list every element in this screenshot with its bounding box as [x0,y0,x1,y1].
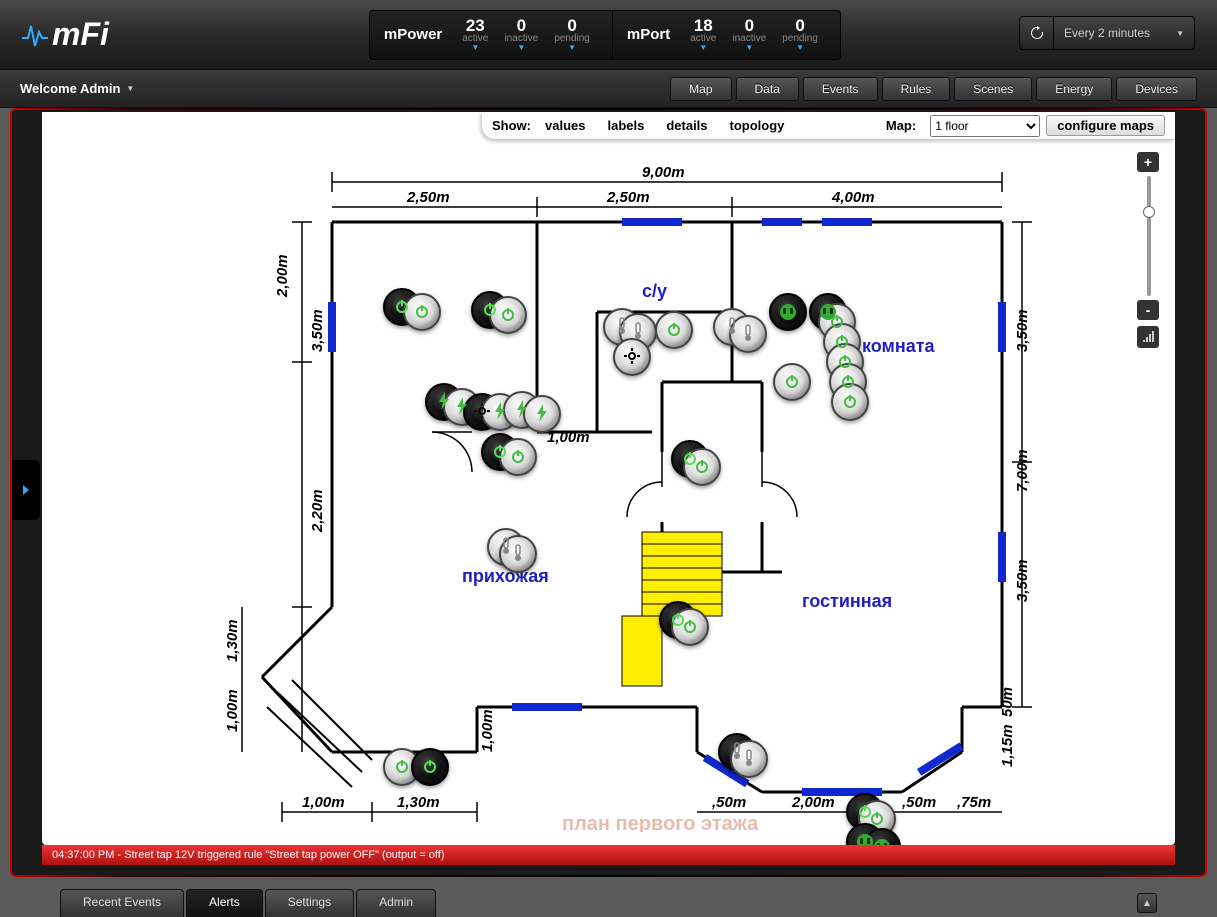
triangle-right-icon [23,485,29,495]
chevron-down-icon: ▼ [1176,29,1184,38]
logo-pulse-icon [20,20,50,50]
alert-bar[interactable]: 04:37:00 PM - Street tap 12V triggered r… [42,845,1175,865]
svg-text:,50m: ,50m [901,794,936,811]
nav-devices[interactable]: Devices [1116,77,1197,101]
map-label: Map: [886,118,916,133]
bottom-tabs: Recent Events Alerts Settings Admin [60,889,438,917]
svg-text:50m: 50m [999,687,1016,717]
logo-text: mFi [52,16,109,53]
nav-buttons: Map Data Events Rules Scenes Energy Devi… [670,77,1197,101]
svg-text:с/у: с/у [642,281,667,301]
tab-recent-events[interactable]: Recent Events [60,889,184,917]
refresh-button[interactable] [1020,17,1054,49]
nav-bar: Welcome Admin ▼ Map Data Events Rules Sc… [0,70,1217,108]
zoom-control: + - [1137,152,1161,348]
svg-text:3,50m: 3,50m [1014,309,1031,352]
zoom-slider[interactable] [1147,176,1151,296]
stat-mport-active[interactable]: 18 active ▼ [690,17,716,52]
floor-plan: 9,00m 2,50m 2,50m 4,00m [202,152,1032,832]
chevron-down-icon: ▼ [699,44,707,52]
show-labels[interactable]: labels [607,118,644,133]
device-icon[interactable] [613,338,651,376]
svg-text:план первого этажа: план первого этажа [562,813,759,832]
svg-text:2,20m: 2,20m [309,489,326,533]
svg-text:3,50m: 3,50m [309,309,326,352]
main-frame: Show: values labels details topology Map… [12,110,1205,875]
stat-group-mpower: mPower 23 active ▼ 0 inactive ▼ 0 pendin… [370,11,613,59]
show-label: Show: [492,118,531,133]
svg-text:1,00m: 1,00m [479,709,496,752]
chevron-down-icon: ▼ [126,84,134,93]
tab-alerts[interactable]: Alerts [186,889,263,917]
tab-admin[interactable]: Admin [356,889,436,917]
device-icon[interactable] [655,311,693,349]
welcome-menu[interactable]: Welcome Admin ▼ [20,81,134,96]
top-bar: mFi mPower 23 active ▼ 0 inactive ▼ 0 pe… [0,0,1217,70]
configure-maps-button[interactable]: configure maps [1046,115,1165,136]
nav-energy[interactable]: Energy [1036,77,1112,101]
map-select[interactable]: 1 floor [930,115,1040,137]
tab-settings[interactable]: Settings [265,889,354,917]
chevron-down-icon: ▼ [517,44,525,52]
nav-events[interactable]: Events [803,77,878,101]
signal-icon [1142,331,1154,343]
svg-text:1,00m: 1,00m [302,794,345,811]
zoom-out-button[interactable]: - [1137,300,1159,320]
stat-mport-pending[interactable]: 0 pending ▼ [782,17,818,52]
svg-text:гостинная: гостинная [802,591,892,611]
stat-mpower-active[interactable]: 23 active ▼ [462,17,488,52]
svg-text:2,00m: 2,00m [274,254,291,298]
chevron-down-icon: ▼ [745,44,753,52]
alert-text: 04:37:00 PM - Street tap 12V triggered r… [52,849,445,861]
map-toolbar: Show: values labels details topology Map… [482,112,1175,140]
svg-text:2,50m: 2,50m [606,189,650,206]
svg-text:9,00m: 9,00m [642,164,685,181]
map-canvas[interactable]: Show: values labels details topology Map… [42,112,1175,845]
svg-text:7,00m: 7,00m [1014,449,1031,492]
chevron-down-icon: ▼ [471,44,479,52]
svg-text:1,15m: 1,15m [999,724,1016,767]
refresh-interval-select[interactable]: Every 2 minutes ▼ [1054,17,1194,49]
svg-text:1,00m: 1,00m [224,689,241,732]
device-icon[interactable] [769,293,807,331]
show-values[interactable]: values [545,118,585,133]
side-expand-tab[interactable] [12,460,40,520]
device-icon[interactable] [773,363,811,401]
stat-mpower-inactive[interactable]: 0 inactive ▼ [504,17,538,52]
stat-groups: mPower 23 active ▼ 0 inactive ▼ 0 pendin… [369,10,841,60]
stat-group-title: mPower [384,26,442,43]
nav-map[interactable]: Map [670,77,731,101]
stat-mport-inactive[interactable]: 0 inactive ▼ [732,17,766,52]
nav-scenes[interactable]: Scenes [954,77,1032,101]
show-topology[interactable]: topology [730,118,785,133]
device-icon[interactable] [411,748,449,786]
bottom-expand-button[interactable]: ▲ [1137,893,1157,913]
refresh-icon [1030,26,1044,40]
stat-group-title: mPort [627,26,670,43]
nav-data[interactable]: Data [736,77,799,101]
svg-text:3,50m: 3,50m [1014,559,1031,602]
svg-text:4,00m: 4,00m [831,189,875,206]
stat-group-mport: mPort 18 active ▼ 0 inactive ▼ 0 pending… [613,11,840,59]
svg-text:,50m: ,50m [711,794,746,811]
stat-mpower-pending[interactable]: 0 pending ▼ [554,17,590,52]
svg-text:2,00m: 2,00m [791,794,835,811]
chevron-down-icon: ▼ [568,44,576,52]
svg-text:1,30m: 1,30m [224,619,241,662]
zoom-thumb[interactable] [1143,206,1155,218]
zoom-in-button[interactable]: + [1137,152,1159,172]
signal-button[interactable] [1137,326,1159,348]
show-details[interactable]: details [666,118,707,133]
svg-text:1,30m: 1,30m [397,794,440,811]
chevron-down-icon: ▼ [796,44,804,52]
nav-rules[interactable]: Rules [882,77,951,101]
svg-text:2,50m: 2,50m [406,189,450,206]
svg-text:1,00m: 1,00m [547,429,590,446]
refresh-box: Every 2 minutes ▼ [1019,16,1195,50]
logo: mFi [20,16,109,53]
svg-text:,75m: ,75m [956,794,991,811]
main-frame-border: Show: values labels details topology Map… [10,108,1207,877]
svg-text:комната: комната [862,336,936,356]
